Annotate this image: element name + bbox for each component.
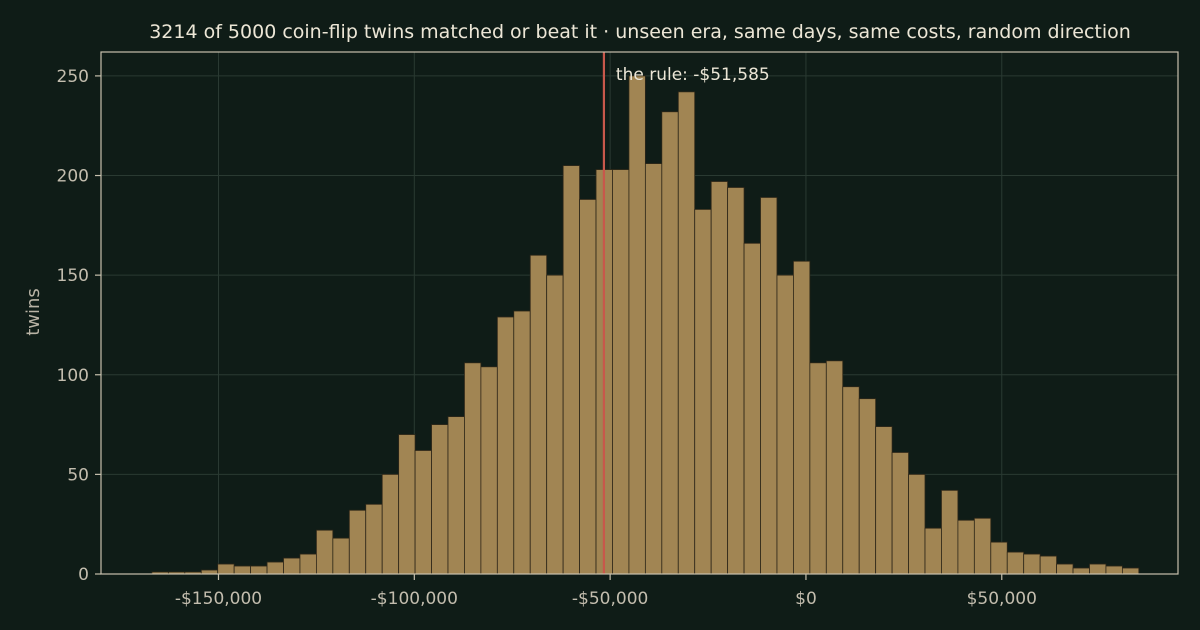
histogram-bar (332, 537, 350, 575)
histogram-bar (858, 398, 877, 575)
histogram-bar (710, 181, 729, 575)
histogram-bar (365, 503, 383, 575)
histogram-bar (562, 165, 580, 575)
histogram-bar (464, 362, 482, 575)
y-tick-label-1: 50 (67, 465, 89, 485)
y-tick-label-3: 150 (57, 266, 89, 286)
histogram-bar (743, 242, 761, 575)
chart-title: 3214 of 5000 coin-flip twins matched or … (149, 21, 1131, 43)
y-axis-label: twins (23, 288, 44, 336)
histogram-bar (431, 424, 449, 575)
histogram-bar (908, 473, 926, 575)
plot-frame (100, 51, 1179, 575)
histogram-bar (776, 274, 794, 575)
x-tick-label-0: -$150,000 (175, 589, 262, 609)
histogram-bar (299, 553, 317, 575)
histogram-bar (825, 360, 844, 575)
histogram-bar (480, 366, 498, 575)
histogram-bar (793, 260, 811, 575)
histogram-bar (1039, 555, 1057, 575)
histogram-bar (513, 310, 531, 575)
histogram-bar (546, 274, 564, 575)
histogram-bar (233, 565, 252, 575)
histogram-bar (612, 169, 630, 575)
histogram-bar (250, 565, 268, 575)
y-tick-label-0: 0 (78, 565, 89, 585)
histogram-bar (1006, 551, 1025, 575)
histogram-bar (875, 426, 893, 575)
histogram-bar (1056, 563, 1074, 575)
histogram-bar (447, 416, 465, 575)
histogram-bar (266, 561, 284, 575)
y-tick-label-2: 100 (57, 366, 89, 386)
histogram-bar (529, 254, 548, 575)
histogram-bar (1089, 563, 1107, 575)
histogram-bar (315, 529, 334, 575)
histogram-bar (217, 563, 235, 575)
histogram-bar (628, 75, 646, 575)
histogram-bar (283, 557, 301, 575)
histogram-bar (1121, 567, 1140, 575)
histogram-bar (1072, 567, 1090, 575)
histogram-bar (496, 316, 515, 575)
histogram-bar (941, 489, 959, 575)
histogram-bar (990, 541, 1008, 575)
histogram-bar (924, 527, 942, 575)
histogram-bar (644, 163, 663, 575)
histogram-bar (677, 91, 696, 575)
x-tick-label-4: $50,000 (967, 589, 1037, 609)
histogram-bar (891, 452, 909, 575)
histogram-bar (398, 434, 416, 575)
reference-line-label: the rule: -$51,585 (616, 65, 770, 85)
histogram-bar (414, 450, 432, 575)
histogram-bar (661, 111, 679, 575)
histogram-bar (842, 386, 860, 575)
histogram-bar (694, 208, 712, 575)
x-tick-label-3: $0 (795, 589, 817, 609)
histogram-bar (381, 473, 400, 575)
histogram-bar (760, 197, 778, 575)
x-tick-label-1: -$100,000 (371, 589, 458, 609)
histogram-bar (727, 187, 745, 575)
histogram-bar (1023, 553, 1041, 575)
axis-ticks: -$150,000 -$100,000 -$50,000 $0 $50,000 0 50 10… (57, 67, 1037, 609)
histogram-bar (1105, 565, 1123, 575)
histogram-bar (957, 519, 975, 575)
histogram-bar (809, 362, 827, 575)
y-tick-label-4: 200 (57, 167, 89, 187)
x-tick-label-2: -$50,000 (572, 589, 648, 609)
histogram-bar (348, 509, 367, 575)
histogram-bar (579, 199, 597, 575)
histogram-bar (973, 517, 992, 575)
y-tick-label-5: 250 (57, 67, 89, 87)
